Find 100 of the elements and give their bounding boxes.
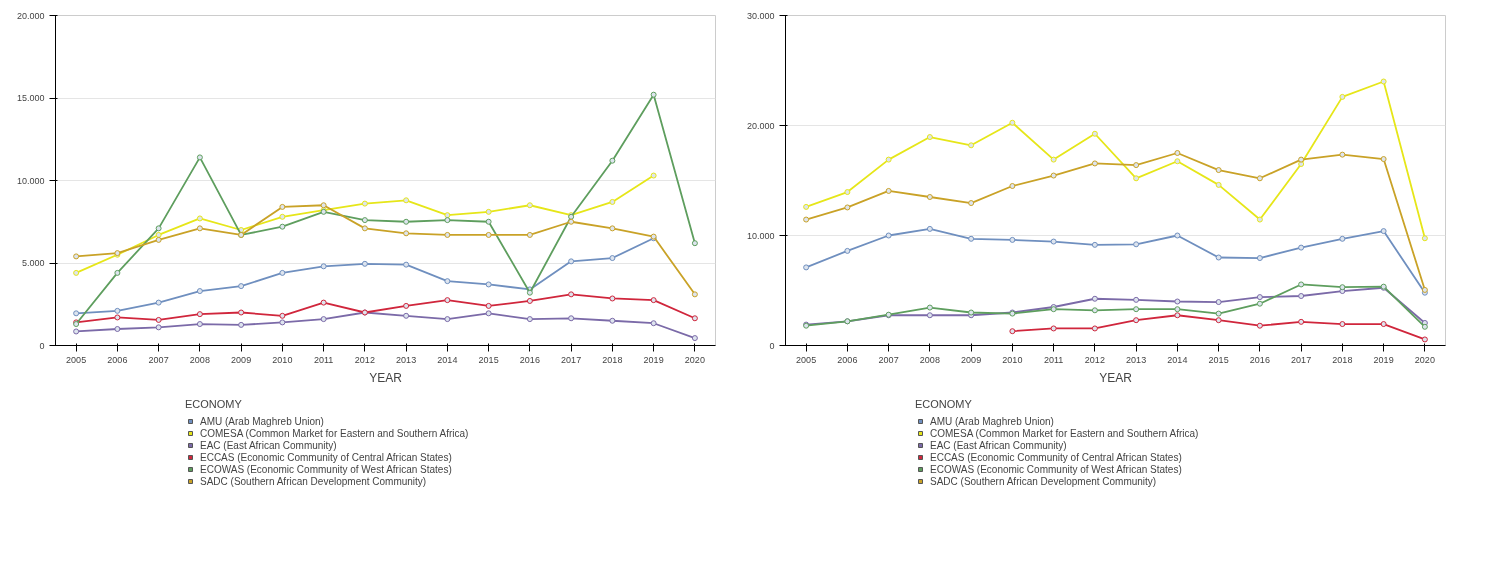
x-tick-label: 2012 [354, 354, 375, 365]
point [155, 236, 162, 243]
point [609, 225, 616, 232]
point [444, 316, 451, 323]
x-tick-label: 2010 [1002, 354, 1023, 365]
point [403, 230, 410, 237]
point [238, 321, 245, 328]
point [1339, 235, 1346, 242]
point [885, 156, 892, 163]
point [691, 315, 698, 322]
point [691, 335, 698, 342]
point [444, 297, 451, 304]
legend-title: ECONOMY [185, 398, 243, 410]
point [114, 269, 121, 276]
point [155, 299, 162, 306]
point [1091, 325, 1098, 332]
y-tick-label: 20.000 [16, 10, 45, 21]
x-tick-label: 2009 [231, 354, 252, 365]
x-tick-label: 2011 [313, 354, 334, 365]
point [485, 208, 492, 215]
legend-label: EAC (East African Community) [200, 439, 337, 451]
point [114, 314, 121, 321]
point [1339, 93, 1346, 100]
point [609, 295, 616, 302]
point [1298, 293, 1305, 299]
x-tick-label: 2006 [837, 354, 858, 365]
y-tick-label: 20.000 [746, 120, 775, 131]
point [1298, 156, 1305, 163]
legend-label: ECCAS (Economic Community of Central African States) [200, 451, 452, 463]
point [803, 216, 810, 223]
point [403, 302, 410, 309]
point [279, 319, 286, 326]
point [196, 321, 203, 328]
point [926, 225, 933, 232]
point [1339, 284, 1346, 291]
point [1133, 296, 1140, 303]
point [844, 247, 851, 254]
x-tick-label: 2012 [1084, 354, 1105, 365]
point [526, 297, 533, 304]
point [114, 307, 121, 314]
y-tick-label: 30.000 [746, 10, 775, 21]
point [1298, 281, 1305, 288]
point [361, 225, 368, 232]
point [444, 231, 451, 238]
point [279, 223, 286, 230]
point [1380, 228, 1387, 235]
point [155, 225, 162, 232]
point [1215, 317, 1222, 324]
point [73, 253, 80, 260]
x-tick-label: 2017 [561, 354, 582, 365]
y-tick-label: 0 [769, 340, 775, 351]
point [238, 309, 245, 316]
point [1256, 255, 1263, 262]
point [279, 312, 286, 319]
point [403, 312, 410, 319]
point [444, 278, 451, 285]
point [1380, 156, 1387, 163]
point [885, 187, 892, 194]
point [1174, 150, 1181, 156]
x-tick-label: 2014 [437, 354, 458, 365]
legend-label: ECOWAS (Economic Community of West African States) [930, 463, 1182, 475]
y-tick-label: 10.000 [16, 175, 45, 186]
y-tick-label: 15.000 [16, 93, 45, 103]
point [1215, 167, 1222, 174]
x-tick-label: 2005 [66, 354, 87, 365]
point [1174, 232, 1181, 239]
x-axis-title: YEAR [1099, 370, 1133, 385]
point [1339, 321, 1346, 328]
x-tick-label: 2006 [107, 354, 128, 365]
point [1091, 130, 1098, 137]
point [1174, 312, 1181, 319]
x-tick-label: 2018 [1332, 354, 1353, 365]
x-tick-label: 2016 [1249, 354, 1270, 365]
point [1215, 299, 1222, 306]
point [403, 261, 410, 268]
point [1050, 156, 1057, 163]
legend-label: AMU (Arab Maghreb Union) [930, 415, 1054, 427]
x-tick-label: 2019 [643, 354, 664, 365]
point [485, 310, 492, 317]
point [320, 316, 327, 323]
point [73, 328, 80, 335]
x-tick-label: 2007 [148, 354, 169, 365]
x-tick-label: 2013 [1126, 354, 1147, 365]
x-tick-label: 2014 [1167, 354, 1188, 365]
point [1009, 328, 1016, 335]
point [568, 291, 575, 298]
point [485, 281, 492, 288]
x-tick-label: 2020 [1414, 354, 1435, 365]
point [650, 172, 657, 179]
point [1133, 241, 1140, 248]
point [1421, 323, 1428, 330]
x-tick-label: 2011 [1043, 354, 1064, 365]
point [968, 142, 975, 149]
legend-label: SADC (Southern African Development Community) [930, 475, 1157, 487]
legend-label: COMESA (Common Market for Eastern and Southern Africa) [200, 427, 469, 439]
point [73, 310, 80, 317]
point [844, 204, 851, 211]
y-tick-label: 5.000 [21, 258, 45, 268]
x-tick-label: 2019 [1373, 354, 1394, 365]
point [196, 288, 203, 295]
